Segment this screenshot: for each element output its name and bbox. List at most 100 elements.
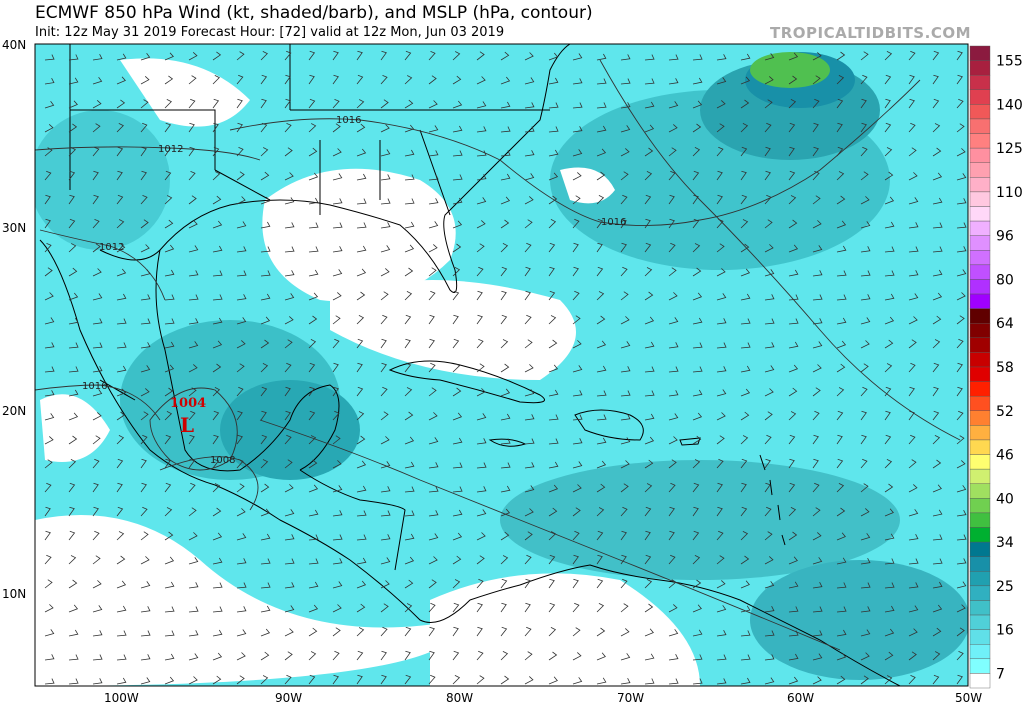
wind-barb [500,508,511,517]
wind-barb [68,77,79,85]
wind-barb [116,219,125,229]
wind-barb [356,580,367,589]
wind-barb [860,221,871,229]
wind-barb [452,412,463,421]
wind-barb [764,244,774,253]
wind-barb [692,579,702,589]
colorbar-label: 140 [996,97,1023,113]
wind-barb [764,434,772,445]
wind-barb [380,174,391,181]
wind-barb [68,579,78,589]
colorbar-swatch [969,104,991,120]
wind-barb [236,483,245,493]
wind-barb [452,363,461,373]
wind-barb [140,581,151,589]
wind-barb [716,318,727,325]
wind-barb [932,459,942,469]
wind-barb [44,506,51,517]
wind-barb [92,243,101,253]
wind-barb [500,173,511,181]
wind-barb [236,246,247,253]
wind-barb [812,582,823,589]
wind-barb [188,75,197,85]
wind-barb [596,315,606,325]
wind-barb [524,219,533,229]
colorbar-swatch [969,600,991,616]
wind-barb [620,194,628,205]
wind-barb [92,123,101,133]
wind-barb [788,411,797,421]
wind-barb [284,147,293,157]
wind-barb [380,486,391,493]
wind-barb [212,410,220,421]
wind-barb [92,555,101,565]
wind-barb [860,294,871,301]
wind-barb [332,123,341,133]
wind-barb [884,293,895,301]
colorbar-swatch [969,147,991,163]
colorbar-label: 7 [996,666,1005,682]
wind-barb [956,410,964,421]
wind-barb [764,318,775,325]
wind-barb [932,74,939,85]
wind-barb [332,534,343,541]
wind-barb [44,317,55,325]
wind-barb [44,678,55,685]
wind-barb [644,78,655,85]
wind-barb [692,555,701,565]
wind-barb [380,580,390,589]
wind-barb [524,150,535,157]
wind-barb [668,530,675,541]
wind-barb [548,195,558,205]
wind-barb [860,458,868,469]
wind-barb [932,674,940,685]
lon-labels: 100W 90W 80W 70W 60W 50W [104,691,982,705]
wind-barb [236,363,245,373]
wind-barb [620,414,631,421]
wind-barb [380,75,388,85]
wind-barb [740,293,751,301]
wind-barb [116,318,127,325]
wind-barb [452,314,459,325]
wind-barb [620,603,629,613]
wind-barb [692,459,701,469]
wind-barb [548,364,559,373]
wind-barb [716,654,727,661]
wind-barb [740,365,751,373]
wind-barb [956,246,967,253]
wind-barb [644,171,653,181]
wind-barb [44,482,52,493]
wind-barb [68,412,79,421]
colorbar-label: 58 [996,360,1014,376]
wind-barb [524,196,534,205]
wind-barb [548,507,558,517]
wind-barb [716,54,727,61]
wind-barb [428,125,439,133]
wind-barb [764,556,774,565]
wind-barb [92,146,100,157]
wind-barb [236,410,243,421]
wind-barb [428,100,438,109]
contour-label: 1008 [210,455,235,466]
wind-barb [548,414,559,421]
wind-barb [644,366,655,373]
wind-barb [68,243,77,253]
wind-barb [44,54,55,61]
wind-barb [596,414,607,421]
wind-barb [884,246,895,253]
wind-barb [500,675,510,685]
wind-barb [452,579,461,589]
wind-barb [284,339,293,349]
wind-barb [836,98,844,109]
wind-barb [68,555,77,565]
wind-barb [956,362,963,373]
wind-barb [44,218,51,229]
wind-barb [788,122,796,133]
wind-barb [308,172,319,181]
wind-barb [212,51,222,61]
wind-barb [476,388,486,397]
wind-barb [596,627,606,637]
wind-barb [572,315,581,325]
colorbar-swatch [969,673,991,689]
wind-barb [860,410,867,421]
